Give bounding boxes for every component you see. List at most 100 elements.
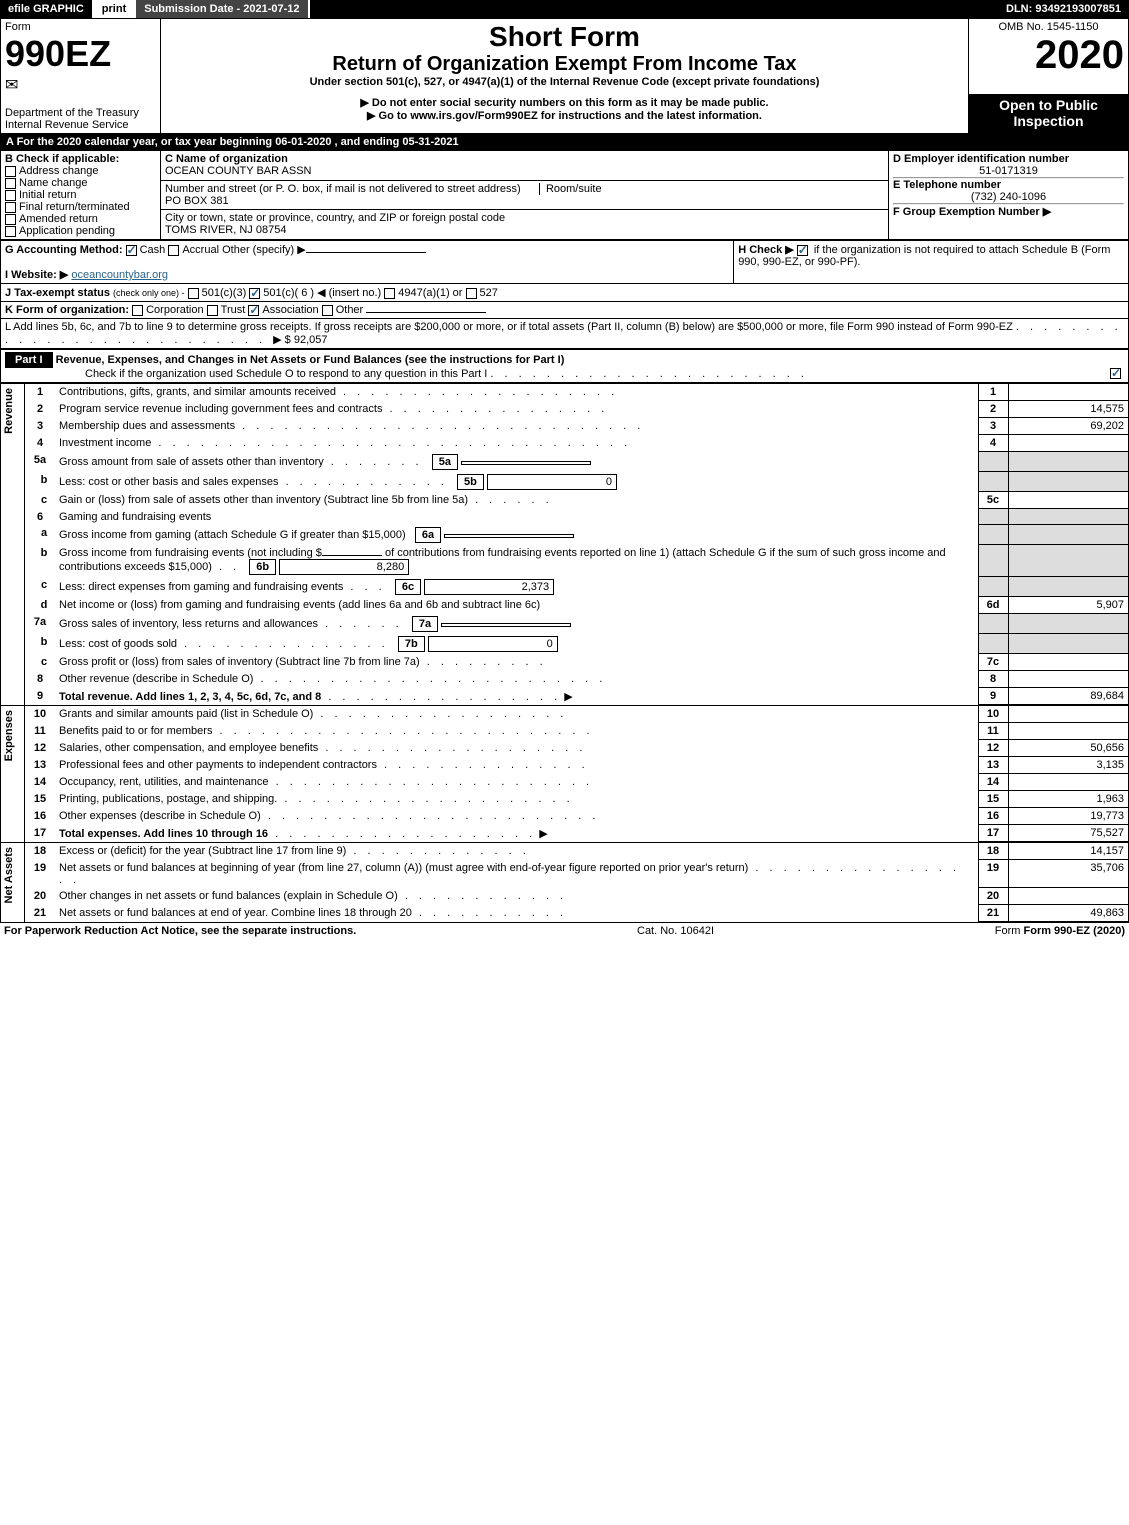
line-num: 12 — [25, 740, 55, 757]
form-label: Form — [5, 21, 156, 33]
line-refnum: 9 — [978, 688, 1008, 705]
accrual-label: Accrual — [182, 244, 219, 256]
line-num: 13 — [25, 757, 55, 774]
netassets-section-label: Net Assets — [1, 843, 17, 907]
line-text: Membership dues and assessments . . . . … — [55, 418, 978, 435]
line-amount: 5,907 — [1008, 597, 1128, 614]
501c-checkbox[interactable] — [249, 288, 260, 299]
box-j-label: J Tax-exempt status — [5, 287, 110, 299]
footer-mid: Cat. No. 10642I — [637, 925, 714, 937]
inline-box-label: 6c — [395, 579, 421, 595]
line-num: 8 — [25, 671, 55, 688]
line-num: 11 — [25, 723, 55, 740]
line-amount: 50,656 — [1008, 740, 1128, 757]
line-amount — [1008, 774, 1128, 791]
ein-value: 51-0171319 — [893, 165, 1124, 177]
line-text: Other changes in net assets or fund bala… — [55, 888, 978, 905]
line-num: c — [25, 654, 55, 671]
print-button[interactable]: print — [94, 0, 136, 18]
part1-check-text: Check if the organization used Schedule … — [5, 368, 487, 380]
line-refnum-shaded — [978, 577, 1008, 597]
cash-checkbox[interactable] — [126, 245, 137, 256]
other-org-line[interactable] — [366, 312, 486, 313]
other-org-label: Other — [336, 304, 364, 316]
inline-box-label: 5b — [457, 474, 484, 490]
application-pending-checkbox[interactable] — [5, 226, 16, 237]
website-link[interactable]: oceancountybar.org — [71, 269, 168, 281]
box-i-label: I Website: ▶ — [5, 269, 68, 281]
line-refnum: 13 — [978, 757, 1008, 774]
gross-receipts-amount: ▶ $ 92,057 — [273, 334, 327, 346]
form-number: 990EZ — [5, 33, 156, 75]
box-e-label: E Telephone number — [893, 179, 1001, 191]
line-text: Less: direct expenses from gaming and fu… — [55, 577, 978, 597]
ssn-warning: ▶ Do not enter social security numbers o… — [165, 96, 964, 109]
address-change-checkbox[interactable] — [5, 166, 16, 177]
line-text: Investment income . . . . . . . . . . . … — [55, 435, 978, 452]
line-num: a — [25, 525, 55, 545]
line-refnum: 11 — [978, 723, 1008, 740]
other-org-checkbox[interactable] — [322, 305, 333, 316]
name-change-label: Name change — [19, 177, 88, 189]
line-refnum: 12 — [978, 740, 1008, 757]
line-refnum-shaded — [978, 472, 1008, 492]
line-amount-shaded — [1008, 452, 1128, 472]
org-name: OCEAN COUNTY BAR ASSN — [165, 165, 312, 177]
top-bar: efile GRAPHIC print Submission Date - 20… — [0, 0, 1129, 18]
schedule-b-checkbox[interactable] — [797, 245, 808, 256]
part1-body: Revenue 1Contributions, gifts, grants, a… — [0, 383, 1129, 923]
box-c-name-label: C Name of organization — [165, 153, 288, 165]
accrual-checkbox[interactable] — [168, 245, 179, 256]
inline-box-value — [461, 461, 591, 465]
line-amount: 35,706 — [1008, 860, 1128, 888]
line-num: 14 — [25, 774, 55, 791]
line-amount-shaded — [1008, 577, 1128, 597]
line-text: Excess or (deficit) for the year (Subtra… — [55, 843, 978, 860]
4947-checkbox[interactable] — [384, 288, 395, 299]
trust-checkbox[interactable] — [207, 305, 218, 316]
final-return-checkbox[interactable] — [5, 202, 16, 213]
name-change-checkbox[interactable] — [5, 178, 16, 189]
line-refnum-shaded — [978, 509, 1008, 525]
line-text: Grants and similar amounts paid (list in… — [55, 706, 978, 723]
line-text: Net assets or fund balances at end of ye… — [55, 905, 978, 922]
line-text: Gross income from gaming (attach Schedul… — [55, 525, 978, 545]
tax-period-line: A For the 2020 calendar year, or tax yea… — [0, 134, 1129, 150]
schedule-o-checkbox[interactable] — [1110, 368, 1121, 379]
tax-year: 2020 — [973, 33, 1124, 78]
line-num: 5a — [25, 452, 55, 472]
amended-return-checkbox[interactable] — [5, 214, 16, 225]
line-num: 9 — [25, 688, 55, 705]
line-amount: 14,575 — [1008, 401, 1128, 418]
line-text: Net assets or fund balances at beginning… — [55, 860, 978, 888]
line-refnum: 8 — [978, 671, 1008, 688]
assoc-checkbox[interactable] — [248, 305, 259, 316]
line-refnum-shaded — [978, 545, 1008, 577]
line-num: 15 — [25, 791, 55, 808]
line-text: Gain or (loss) from sale of assets other… — [55, 492, 978, 509]
initial-return-checkbox[interactable] — [5, 190, 16, 201]
line-refnum: 7c — [978, 654, 1008, 671]
line-num: 7a — [25, 614, 55, 634]
city-state-zip: TOMS RIVER, NJ 08754 — [165, 224, 286, 236]
line-num: 21 — [25, 905, 55, 922]
527-checkbox[interactable] — [466, 288, 477, 299]
line-num: 1 — [25, 384, 55, 401]
arrow-icon: ▶ — [539, 828, 547, 840]
527-label: 527 — [480, 287, 498, 299]
line-text: Benefits paid to or for members . . . . … — [55, 723, 978, 740]
corp-checkbox[interactable] — [132, 305, 143, 316]
line-refnum: 2 — [978, 401, 1008, 418]
other-specify-line[interactable] — [306, 252, 426, 253]
line-text: Program service revenue including govern… — [55, 401, 978, 418]
501c3-checkbox[interactable] — [188, 288, 199, 299]
arrow-icon: ▶ — [564, 691, 572, 703]
part1-title: Revenue, Expenses, and Changes in Net As… — [56, 354, 565, 366]
goto-link[interactable]: ▶ Go to www.irs.gov/Form990EZ for instru… — [165, 109, 964, 122]
under-section-text: Under section 501(c), 527, or 4947(a)(1)… — [165, 76, 964, 88]
line-text: Gross income from fundraising events (no… — [55, 545, 978, 577]
amended-return-label: Amended return — [19, 213, 98, 225]
line-amount-shaded — [1008, 545, 1128, 577]
expenses-lines: 10Grants and similar amounts paid (list … — [25, 706, 1128, 842]
line-num: 18 — [25, 843, 55, 860]
